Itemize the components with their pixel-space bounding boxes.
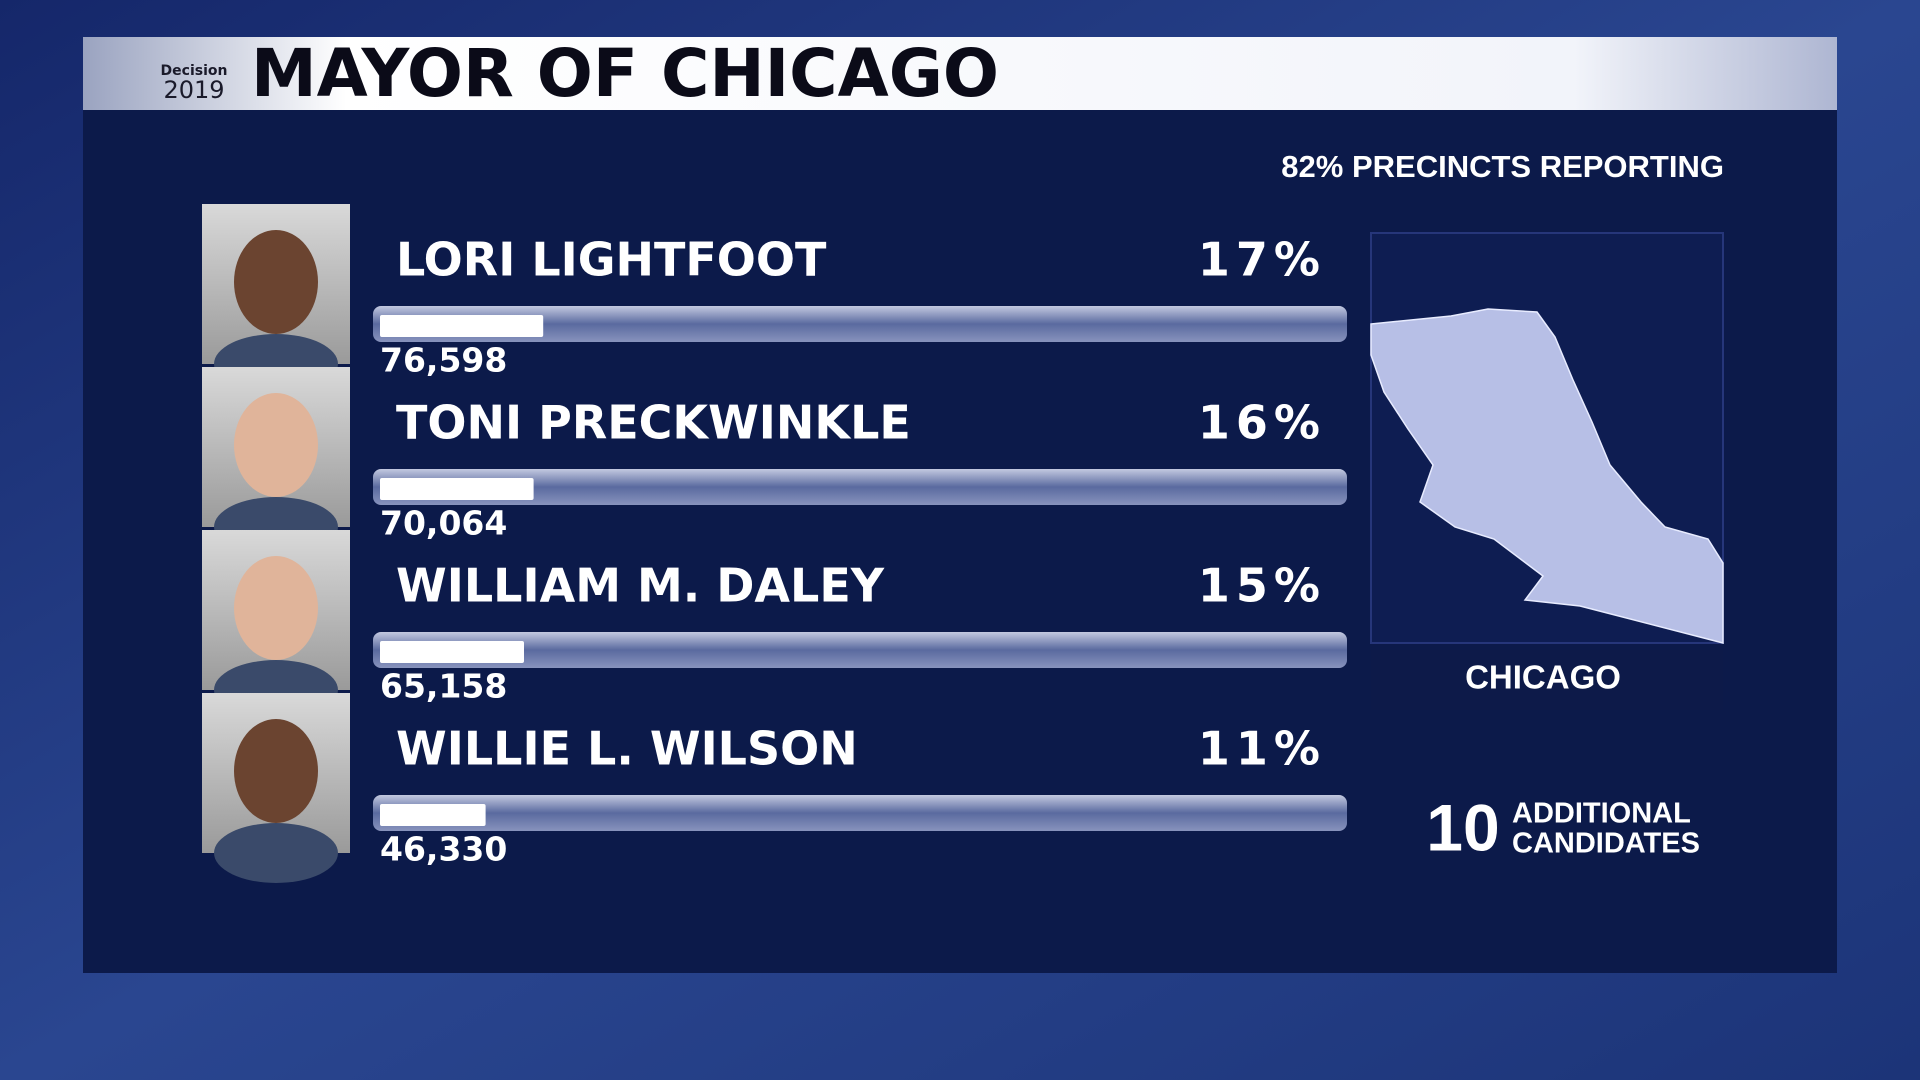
additional-line: CANDIDATES bbox=[1512, 828, 1700, 860]
photo-head bbox=[234, 556, 318, 660]
candidate-name: TONI PRECKWINKLE bbox=[396, 396, 911, 450]
reporting: 82% PRECINCTS REPORTING bbox=[1281, 149, 1724, 184]
bar-track bbox=[373, 469, 1347, 505]
photo-head bbox=[234, 393, 318, 497]
map-label: CHICAGO bbox=[1465, 659, 1621, 696]
header-strip bbox=[83, 37, 1837, 110]
vote-count: 76,598 bbox=[380, 341, 507, 380]
map-label-box bbox=[1371, 650, 1723, 710]
additional-count: 10 bbox=[1426, 790, 1499, 864]
bar bbox=[380, 478, 534, 500]
candidate-name: WILLIAM M. DALEY bbox=[396, 559, 885, 613]
logo-year: 2019 bbox=[163, 76, 224, 104]
bar-track bbox=[373, 795, 1347, 831]
vote-count: 70,064 bbox=[380, 504, 507, 543]
photo-shoulders bbox=[214, 823, 338, 883]
bar bbox=[380, 804, 486, 826]
percent-label: 11% bbox=[1198, 722, 1326, 776]
photo-head bbox=[234, 719, 318, 823]
map-shape bbox=[1370, 308, 1724, 644]
photo-head bbox=[234, 230, 318, 334]
vote-count: 46,330 bbox=[380, 830, 507, 869]
percent-label: 17% bbox=[1198, 233, 1326, 287]
bar-track bbox=[373, 306, 1347, 342]
percent-label: 16% bbox=[1198, 396, 1326, 450]
bar-track bbox=[373, 632, 1347, 668]
candidate-name: LORI LIGHTFOOT bbox=[396, 233, 827, 287]
percent-label: 15% bbox=[1198, 559, 1326, 613]
vote-count: 65,158 bbox=[380, 667, 507, 706]
title: MAYOR OF CHICAGO bbox=[251, 35, 999, 112]
additional-line: ADDITIONAL bbox=[1512, 798, 1691, 830]
bar bbox=[380, 315, 544, 337]
bar bbox=[380, 641, 524, 663]
logo-word: Decision bbox=[161, 63, 228, 79]
candidate-name: WILLIE L. WILSON bbox=[396, 722, 858, 776]
